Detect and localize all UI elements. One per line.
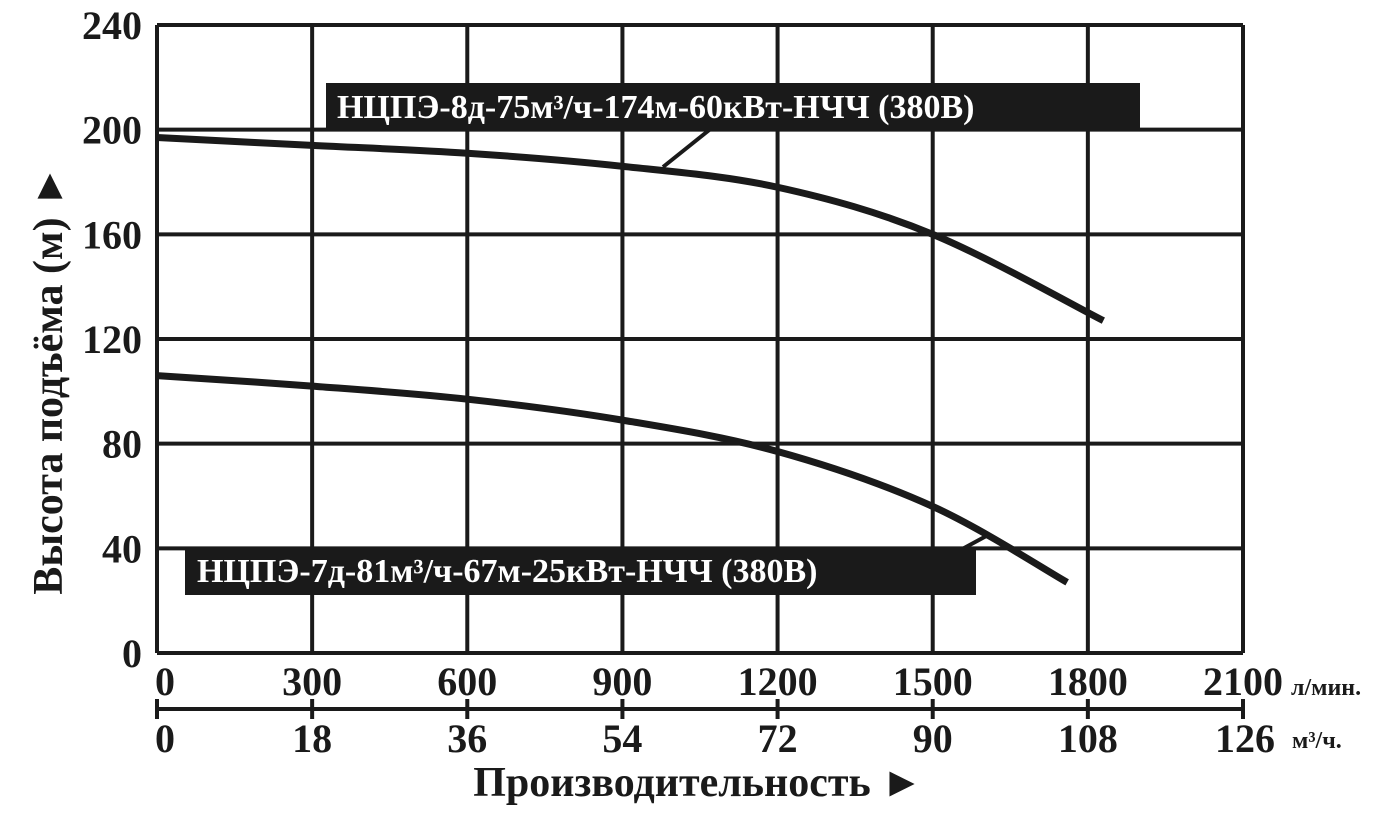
y-tick-label: 120 bbox=[82, 317, 142, 362]
series-1-leader-line bbox=[661, 125, 715, 169]
x-secondary-unit: м³/ч. bbox=[1292, 728, 1342, 754]
x-primary-tick-label: 2100 bbox=[1203, 659, 1283, 704]
x-primary-tick-label: 1200 bbox=[738, 659, 818, 704]
series-1-curve bbox=[156, 134, 1105, 324]
x-secondary-tick-label: 36 bbox=[447, 716, 487, 761]
y-tick-label: 160 bbox=[82, 212, 142, 257]
x-secondary-tick-label: 54 bbox=[602, 716, 642, 761]
x-primary-tick-label: 600 bbox=[437, 659, 497, 704]
x-primary-unit: л/мин. bbox=[1291, 675, 1361, 701]
x-secondary-tick-label: 90 bbox=[913, 716, 953, 761]
x-primary-tick-label: 1800 bbox=[1048, 659, 1128, 704]
x-secondary-tick-label: 126 bbox=[1215, 716, 1275, 761]
x-primary-tick-label: 900 bbox=[592, 659, 652, 704]
series-2-label-box bbox=[185, 547, 976, 595]
series-1-label: НЦПЭ-8д-75м³/ч-174м-60кВт-НЧЧ (380В) bbox=[326, 83, 1140, 169]
x-primary-tick-label: 300 bbox=[282, 659, 342, 704]
x-primary-tick-label: 1500 bbox=[893, 659, 973, 704]
series-1-label-box bbox=[326, 83, 1140, 129]
series-2-label: НЦПЭ-7д-81м³/ч-67м-25кВт-НЧЧ (380В) bbox=[185, 532, 991, 595]
series-1-label-text: НЦПЭ-8д-75м³/ч-174м-60кВт-НЧЧ (380В) bbox=[337, 89, 974, 126]
secondary-x-axis-ticks bbox=[155, 699, 1245, 719]
x-primary-tick-label: 0 bbox=[155, 659, 175, 704]
series-2-curve bbox=[156, 372, 1069, 586]
x-secondary-tick-label: 72 bbox=[758, 716, 798, 761]
series-2-label-text: НЦПЭ-7д-81м³/ч-67м-25кВт-НЧЧ (380В) bbox=[197, 553, 817, 590]
curves bbox=[156, 134, 1105, 586]
y-tick-label: 40 bbox=[102, 526, 142, 571]
x-secondary-tick-label: 108 bbox=[1058, 716, 1118, 761]
x-tick-labels: 0 300 600 900 1200 1500 1800 2100 bbox=[155, 659, 1283, 704]
x-secondary-tick-label: 0 bbox=[155, 716, 175, 761]
y-tick-label: 200 bbox=[82, 108, 142, 153]
secondary-x-tick-labels: 0 18 36 54 72 90 108 126 bbox=[155, 716, 1275, 761]
y-tick-label: 80 bbox=[102, 422, 142, 467]
y-tick-label: 0 bbox=[122, 631, 142, 676]
x-axis-title: Производительность ► bbox=[473, 760, 923, 806]
y-tick-label: 240 bbox=[82, 3, 142, 48]
y-tick-labels: 240 200 160 120 80 40 0 bbox=[82, 3, 142, 676]
x-secondary-tick-label: 18 bbox=[292, 716, 332, 761]
y-axis-title: Высота подъёма (м) ► bbox=[26, 165, 72, 594]
